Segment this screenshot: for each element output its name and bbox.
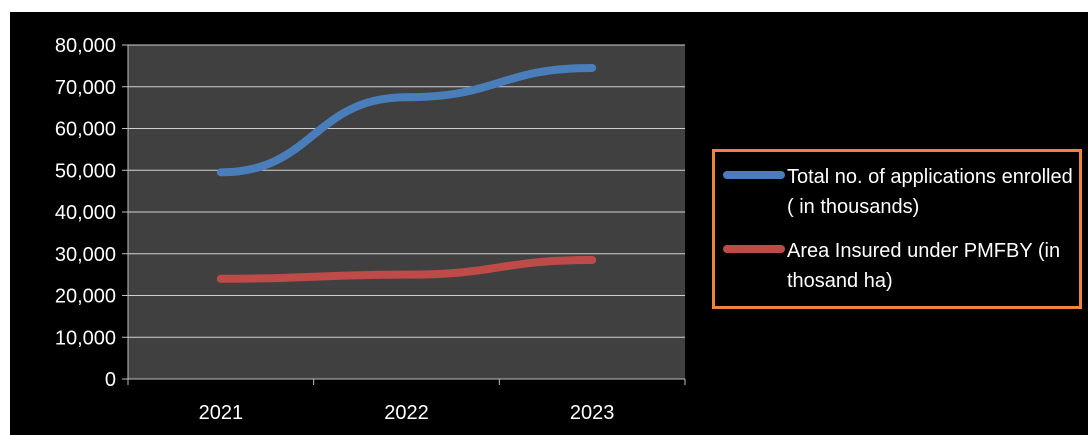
legend: Total no. of applications enrolled ( in … [712, 149, 1082, 309]
legend-label-area-insured: Area Insured under PMFBY (in thosand ha) [787, 240, 1061, 292]
legend-label-applications: Total no. of applications enrolled ( in … [787, 166, 1073, 218]
x-tick-label: 2022 [384, 402, 429, 424]
x-tick-labels: 2021 2022 2023 [199, 402, 615, 424]
data-point [406, 96, 407, 98]
x-tick-label: 2023 [570, 402, 615, 424]
y-tick-label: 30,000 [55, 244, 116, 266]
data-point [220, 278, 222, 280]
data-point [406, 274, 407, 276]
legend-swatch-applications [723, 171, 785, 179]
y-tick-labels: 0 10,000 20,000 30,000 40,000 50,000 60,000 70,… [55, 35, 116, 391]
legend-entry-applications: Total no. of applications enrolled ( in … [723, 162, 1079, 236]
y-tick-label: 80,000 [55, 35, 116, 57]
axes [122, 44, 686, 385]
y-tick-label: 40,000 [55, 202, 116, 224]
data-point [220, 171, 222, 173]
y-tick-label: 70,000 [55, 77, 116, 99]
chart: 0 10,000 20,000 30,000 40,000 50,000 60,000 70,… [10, 12, 1088, 435]
series-lines [216, 63, 597, 283]
data-point [591, 67, 593, 69]
legend-entry-area-insured: Area Insured under PMFBY (in thosand ha) [723, 236, 1079, 310]
y-tick-label: 20,000 [55, 286, 116, 308]
legend-swatch-area-insured [723, 245, 785, 253]
line-chart: 0 10,000 20,000 30,000 40,000 50,000 60,000 70,… [55, 35, 686, 424]
x-tick-label: 2021 [199, 402, 244, 424]
data-point [591, 259, 593, 261]
y-tick-label: 10,000 [55, 327, 116, 349]
y-tick-label: 60,000 [55, 119, 116, 141]
y-tick-label: 0 [105, 369, 116, 391]
y-tick-label: 50,000 [55, 160, 116, 182]
gridlines [128, 44, 685, 338]
